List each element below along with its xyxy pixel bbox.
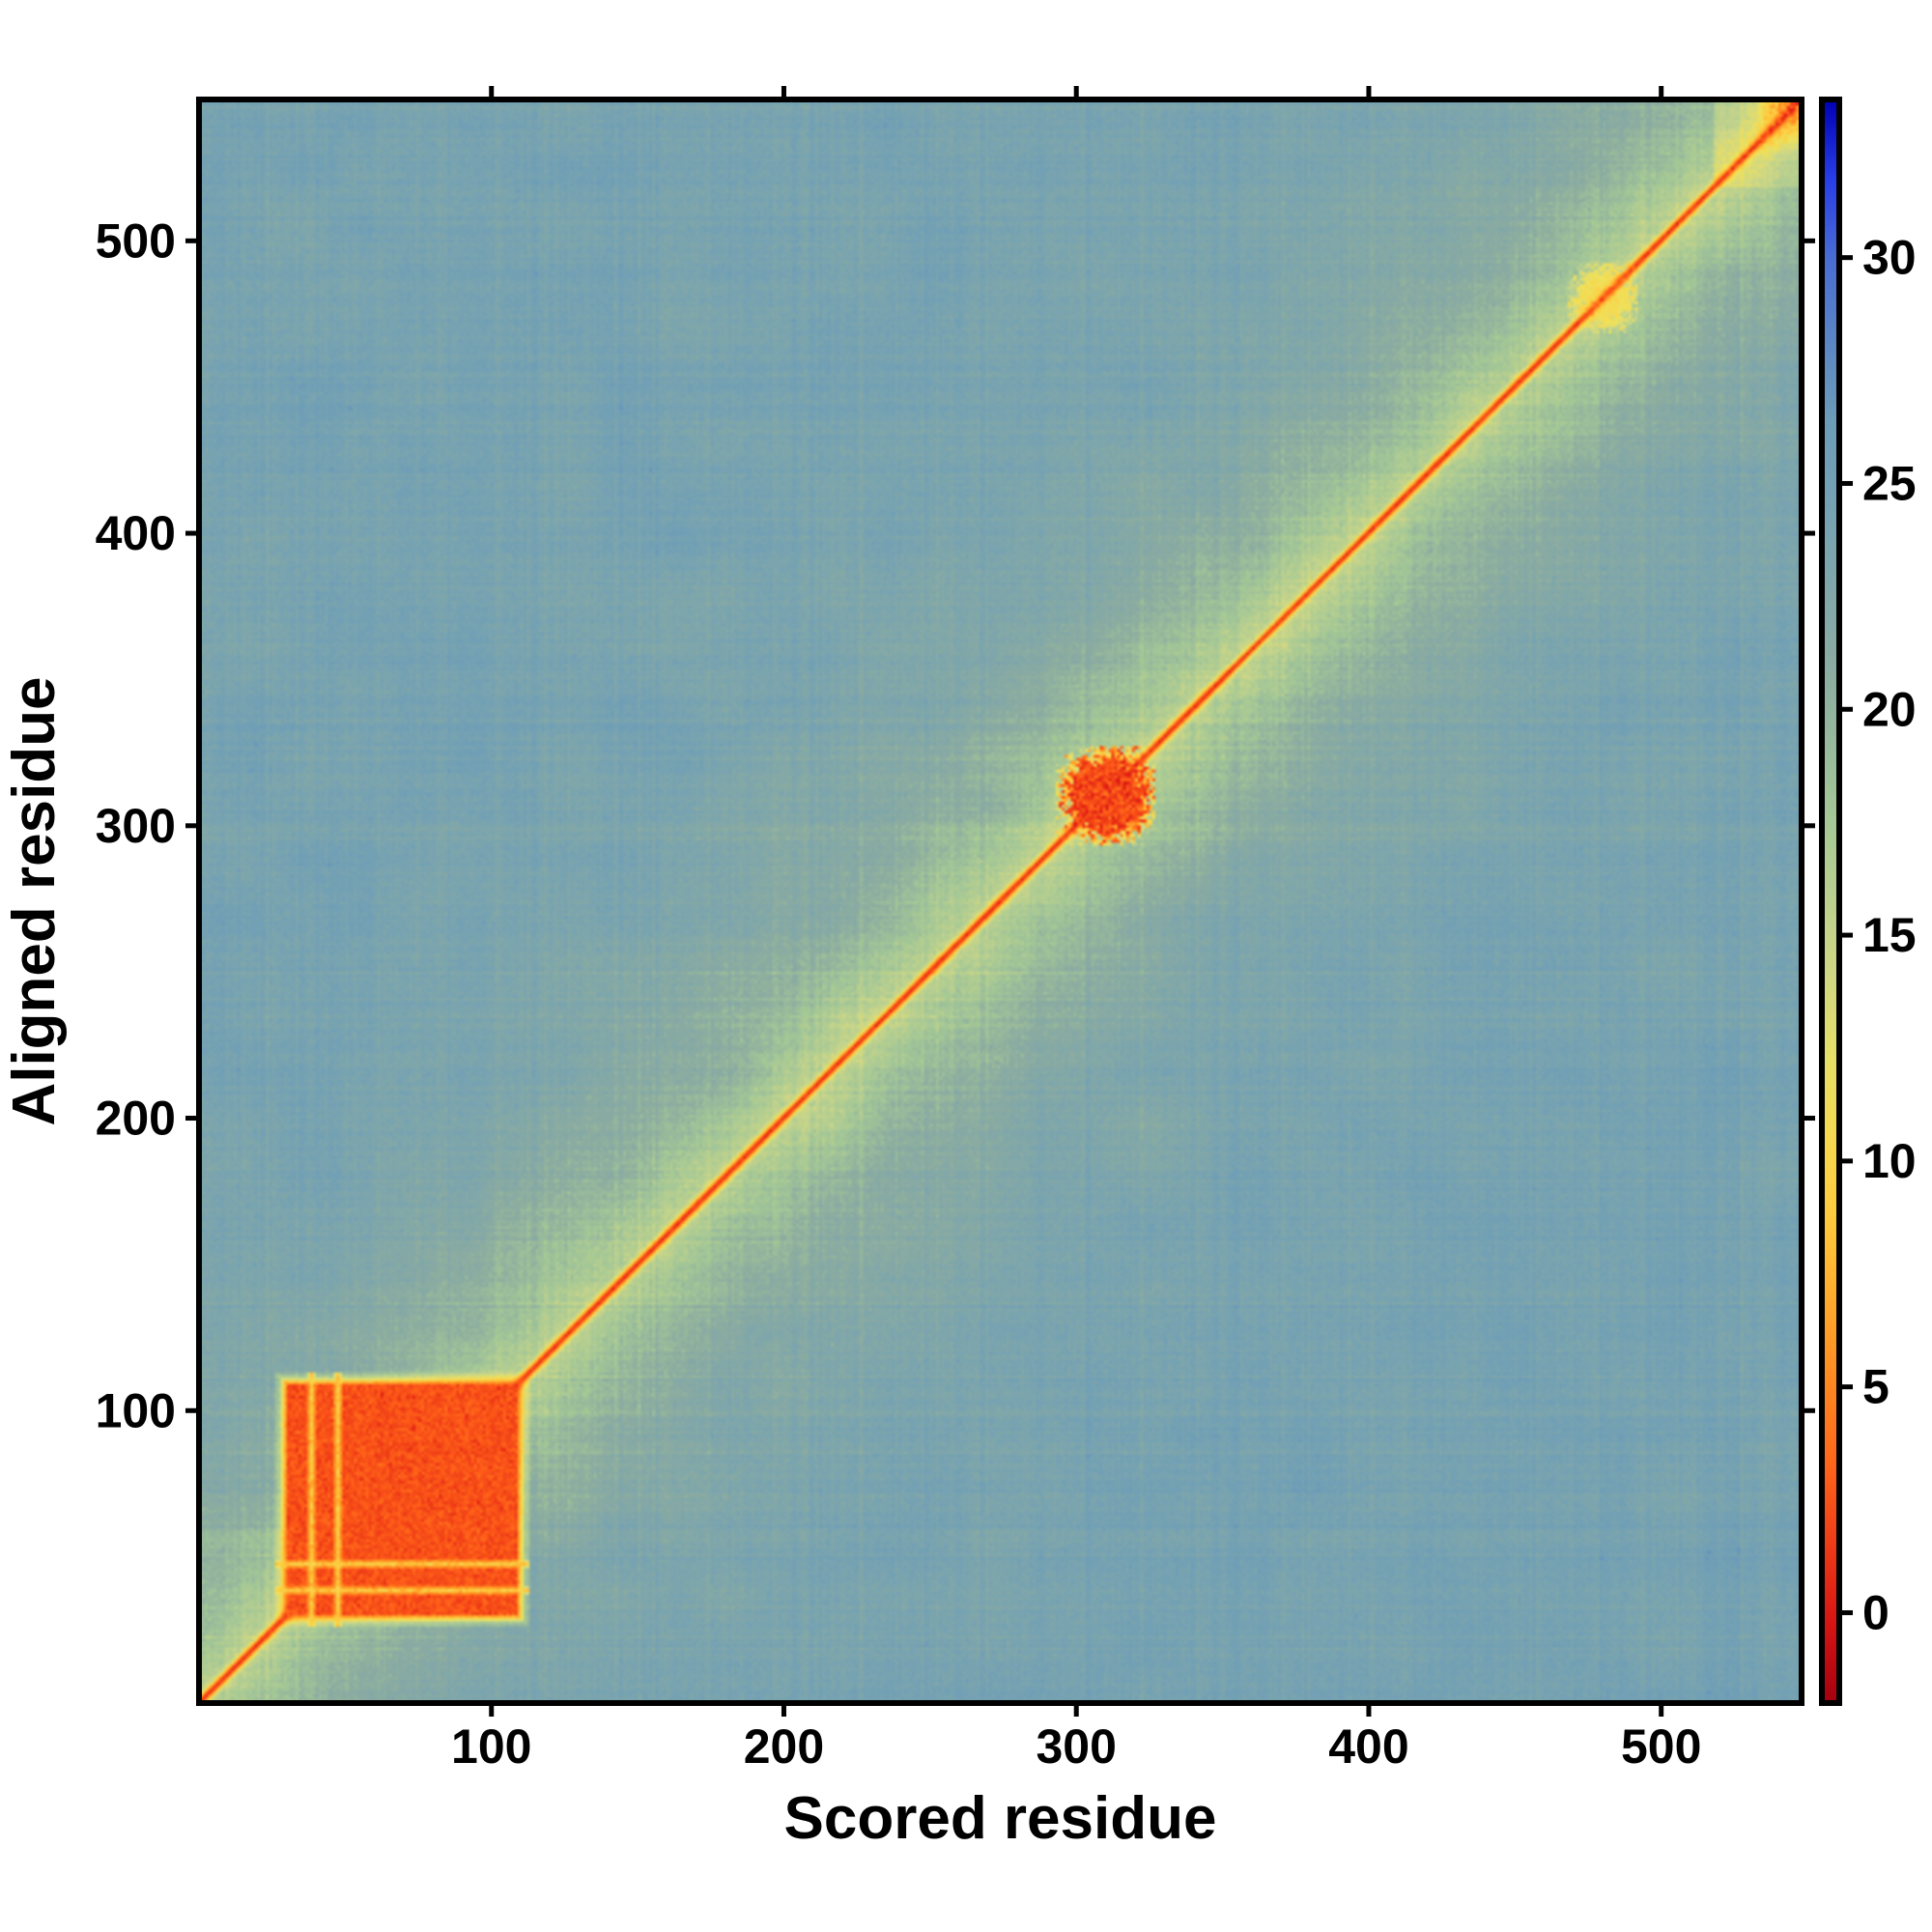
svg-text:Scored residue: Scored residue <box>784 1785 1217 1852</box>
svg-text:200: 200 <box>96 1092 176 1146</box>
svg-text:500: 500 <box>1621 1719 1701 1774</box>
svg-text:25: 25 <box>1862 456 1917 510</box>
svg-text:20: 20 <box>1862 682 1917 736</box>
svg-text:10: 10 <box>1862 1134 1917 1188</box>
svg-text:400: 400 <box>1328 1719 1408 1774</box>
svg-text:100: 100 <box>451 1719 531 1774</box>
svg-text:500: 500 <box>96 213 176 268</box>
svg-text:5: 5 <box>1862 1360 1889 1414</box>
svg-text:300: 300 <box>1036 1719 1116 1774</box>
svg-text:200: 200 <box>744 1719 824 1774</box>
svg-text:15: 15 <box>1862 908 1917 962</box>
svg-text:Aligned residue: Aligned residue <box>1 676 68 1125</box>
svg-text:100: 100 <box>96 1383 176 1437</box>
svg-text:300: 300 <box>96 799 176 853</box>
svg-text:400: 400 <box>96 506 176 560</box>
svg-text:30: 30 <box>1862 231 1917 285</box>
svg-text:0: 0 <box>1862 1585 1889 1639</box>
